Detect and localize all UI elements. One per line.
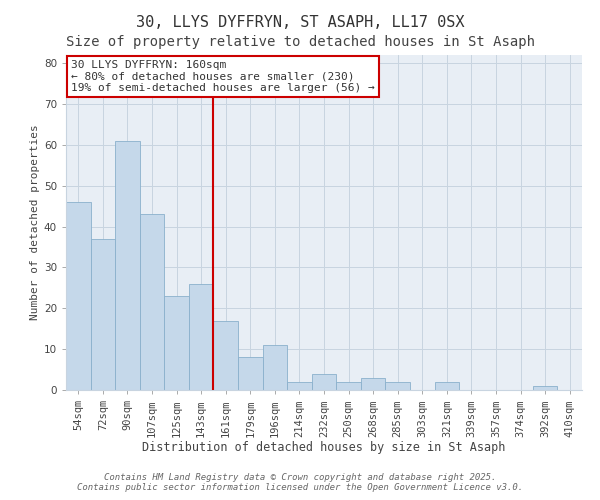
Bar — [312, 374, 336, 390]
Y-axis label: Number of detached properties: Number of detached properties — [29, 124, 40, 320]
Bar — [214, 320, 238, 390]
Bar — [91, 239, 115, 390]
Bar — [361, 378, 385, 390]
Bar — [164, 296, 189, 390]
Bar — [238, 358, 263, 390]
Bar — [66, 202, 91, 390]
Bar — [434, 382, 459, 390]
X-axis label: Distribution of detached houses by size in St Asaph: Distribution of detached houses by size … — [142, 440, 506, 454]
Bar — [533, 386, 557, 390]
Bar — [263, 345, 287, 390]
Bar — [189, 284, 214, 390]
Bar — [385, 382, 410, 390]
Text: 30 LLYS DYFFRYN: 160sqm
← 80% of detached houses are smaller (230)
19% of semi-d: 30 LLYS DYFFRYN: 160sqm ← 80% of detache… — [71, 60, 375, 93]
Bar — [140, 214, 164, 390]
Bar — [287, 382, 312, 390]
Bar — [336, 382, 361, 390]
Bar — [115, 141, 140, 390]
Text: 30, LLYS DYFFRYN, ST ASAPH, LL17 0SX: 30, LLYS DYFFRYN, ST ASAPH, LL17 0SX — [136, 15, 464, 30]
Text: Size of property relative to detached houses in St Asaph: Size of property relative to detached ho… — [65, 35, 535, 49]
Text: Contains HM Land Registry data © Crown copyright and database right 2025.
Contai: Contains HM Land Registry data © Crown c… — [77, 473, 523, 492]
